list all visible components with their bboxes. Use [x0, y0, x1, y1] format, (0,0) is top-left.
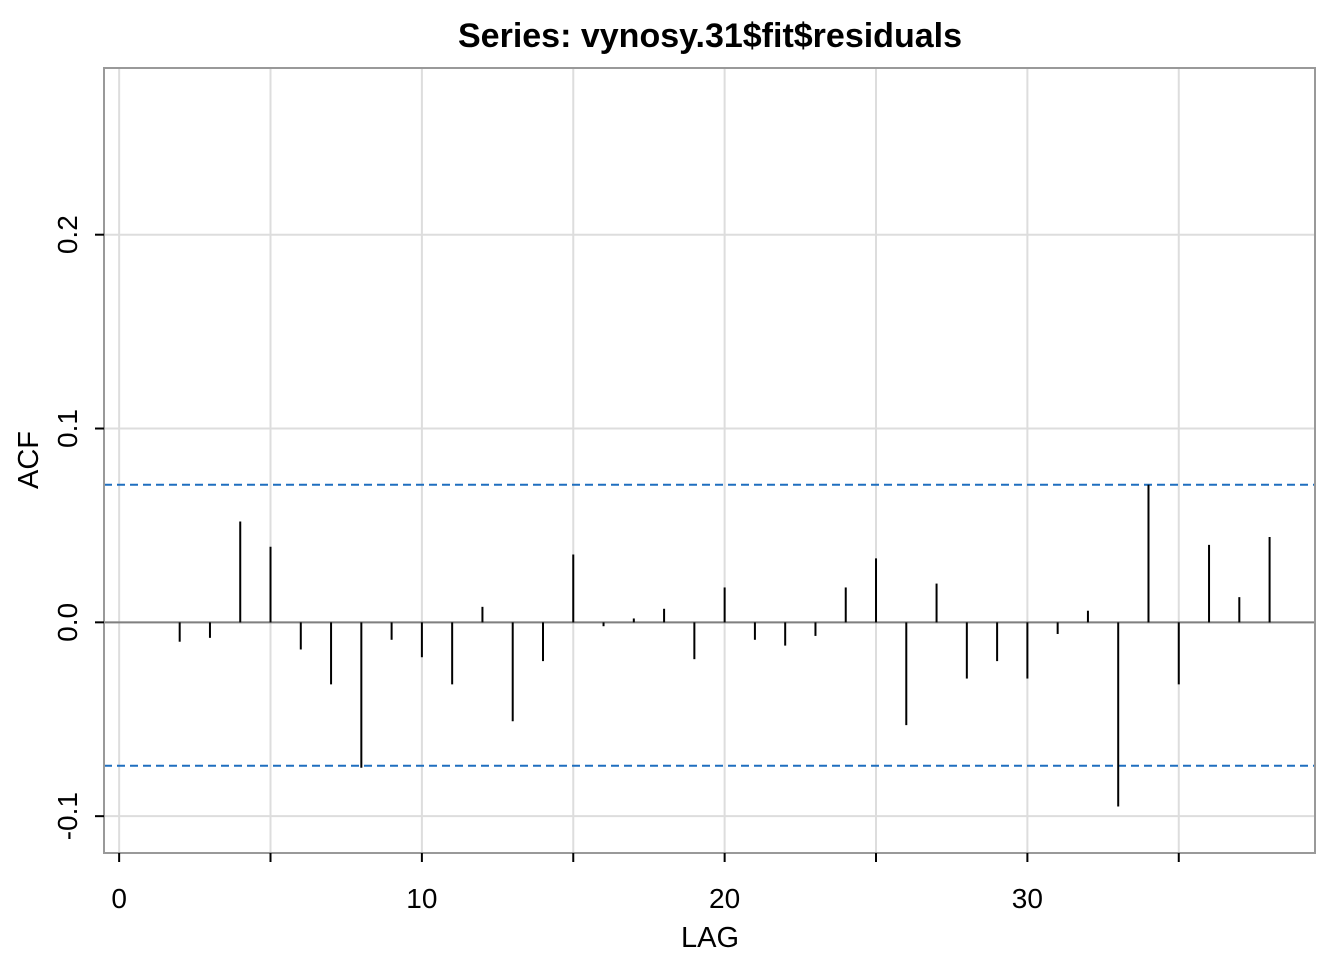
y-tick-label: -0.1	[52, 792, 83, 840]
chart-title: Series: vynosy.31$fit$residuals	[458, 17, 962, 55]
x-tick-label: 10	[406, 883, 437, 914]
x-tick-label: 0	[111, 883, 127, 914]
y-tick-label: 0.2	[52, 215, 83, 254]
y-tick-label: 0.0	[52, 603, 83, 642]
acf-bars	[178, 484, 1271, 807]
x-axis-label: LAG	[681, 922, 739, 954]
x-tick-label: 20	[709, 883, 740, 914]
x-axis: 0 10 20 30	[111, 853, 1180, 914]
x-tick-label: 30	[1012, 883, 1043, 914]
y-axis: -0.1 0.0 0.1 0.2	[52, 215, 104, 840]
y-tick-label: 0.1	[52, 409, 83, 448]
plot-frame	[103, 67, 1316, 854]
y-axis-label: ACF	[13, 431, 45, 489]
confidence-bounds	[104, 483, 1315, 767]
grid	[104, 68, 1315, 853]
